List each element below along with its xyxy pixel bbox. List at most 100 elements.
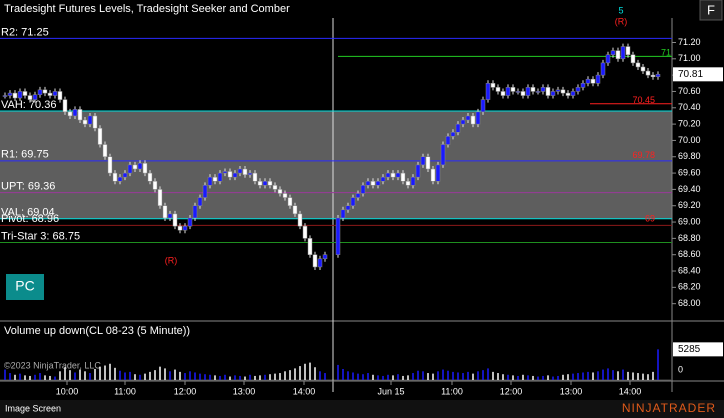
y-tick-label: 70.20 xyxy=(678,118,701,128)
volume-bar xyxy=(279,373,281,380)
volume-bar xyxy=(324,373,326,380)
y-tick-label: 71.00 xyxy=(678,53,701,63)
volume-bar xyxy=(174,369,176,380)
value-area xyxy=(0,111,672,219)
candle xyxy=(2,95,8,97)
candle xyxy=(242,168,248,175)
volume-bar xyxy=(417,370,419,380)
volume-bar xyxy=(392,375,394,380)
candle xyxy=(22,91,28,96)
candle xyxy=(410,176,416,186)
volume-bar xyxy=(214,375,216,380)
volume-bar xyxy=(154,370,156,380)
volume-bar xyxy=(582,372,584,380)
pc-button[interactable] xyxy=(6,274,44,300)
volume-last: 5285 xyxy=(678,344,701,355)
candle xyxy=(182,225,188,231)
candle xyxy=(650,74,656,78)
volume-bar xyxy=(79,369,81,380)
candle xyxy=(227,171,233,178)
level-label: Tri-Star 3: 68.75 xyxy=(1,230,80,242)
y-tick-label: 69.80 xyxy=(678,151,701,161)
candle xyxy=(345,205,351,211)
candle xyxy=(52,91,58,96)
candle xyxy=(485,83,491,100)
candle xyxy=(460,119,466,125)
volume-bar xyxy=(437,371,439,380)
y-tick-label: 68.00 xyxy=(678,298,701,308)
candle xyxy=(400,172,406,182)
candle xyxy=(655,74,661,78)
candle xyxy=(570,91,576,96)
level-label: VAH: 70.36 xyxy=(1,99,56,111)
y-tick-label: 70.00 xyxy=(678,135,701,145)
f-button[interactable] xyxy=(699,0,723,21)
last-price-box xyxy=(673,67,723,82)
volume-bar xyxy=(622,369,624,380)
candle xyxy=(635,62,641,68)
volume-bar xyxy=(94,368,96,380)
y-tick-label: 68.20 xyxy=(678,282,701,292)
candle xyxy=(142,163,148,174)
candle xyxy=(515,91,521,93)
volume-bar xyxy=(309,362,311,380)
candle xyxy=(335,217,341,255)
candle xyxy=(340,209,346,219)
volume-bar xyxy=(134,374,136,380)
volume-last-box xyxy=(673,342,723,357)
candle xyxy=(380,176,386,182)
candle xyxy=(585,78,591,84)
volume-bar xyxy=(179,371,181,380)
volume-bar xyxy=(219,375,221,380)
candle xyxy=(162,205,168,219)
candle xyxy=(87,115,93,125)
right-level-label: 70.45 xyxy=(632,95,655,105)
pc-button-label[interactable]: PC xyxy=(15,278,34,294)
volume-bar xyxy=(407,375,409,380)
candle xyxy=(157,189,163,206)
candle xyxy=(450,132,456,137)
volume-bar xyxy=(527,375,529,380)
candle xyxy=(520,91,526,96)
candle xyxy=(590,78,596,84)
candle xyxy=(292,205,298,215)
volume-bar xyxy=(129,371,131,380)
volume-bar xyxy=(199,373,201,380)
candle xyxy=(555,89,561,92)
candle xyxy=(287,197,293,206)
candle xyxy=(47,92,53,96)
right-level-label: 69 xyxy=(645,213,655,223)
volume-bar xyxy=(517,375,519,380)
f-button-label[interactable]: F xyxy=(707,2,715,17)
candle xyxy=(565,92,571,96)
candle xyxy=(12,92,18,99)
candle xyxy=(615,50,621,60)
volume-bar xyxy=(124,372,126,380)
volume-bar xyxy=(19,373,21,380)
volume-bar xyxy=(602,369,604,380)
volume-bar xyxy=(562,374,564,380)
volume-bar xyxy=(482,370,484,380)
volume-bar xyxy=(532,375,534,380)
volume-bar xyxy=(59,371,61,380)
volume-bar xyxy=(144,373,146,380)
volume-bar xyxy=(402,375,404,380)
volume-bar xyxy=(352,372,354,380)
volume-bar xyxy=(224,374,226,380)
candle xyxy=(42,89,48,94)
chart-title: Tradesight Futures Levels, Tradesight Se… xyxy=(4,3,290,15)
volume-bar xyxy=(477,371,479,380)
candle xyxy=(37,89,43,95)
candle xyxy=(187,217,193,227)
candle xyxy=(540,87,546,92)
candle xyxy=(112,172,118,182)
volume-bar xyxy=(382,375,384,380)
volume-bar xyxy=(472,373,474,380)
candle xyxy=(600,62,606,76)
candle xyxy=(445,136,451,145)
candle xyxy=(630,54,636,64)
x-tick-label: 14:00 xyxy=(619,386,642,396)
candle xyxy=(127,164,133,174)
candle xyxy=(505,87,511,96)
candle xyxy=(575,87,581,92)
